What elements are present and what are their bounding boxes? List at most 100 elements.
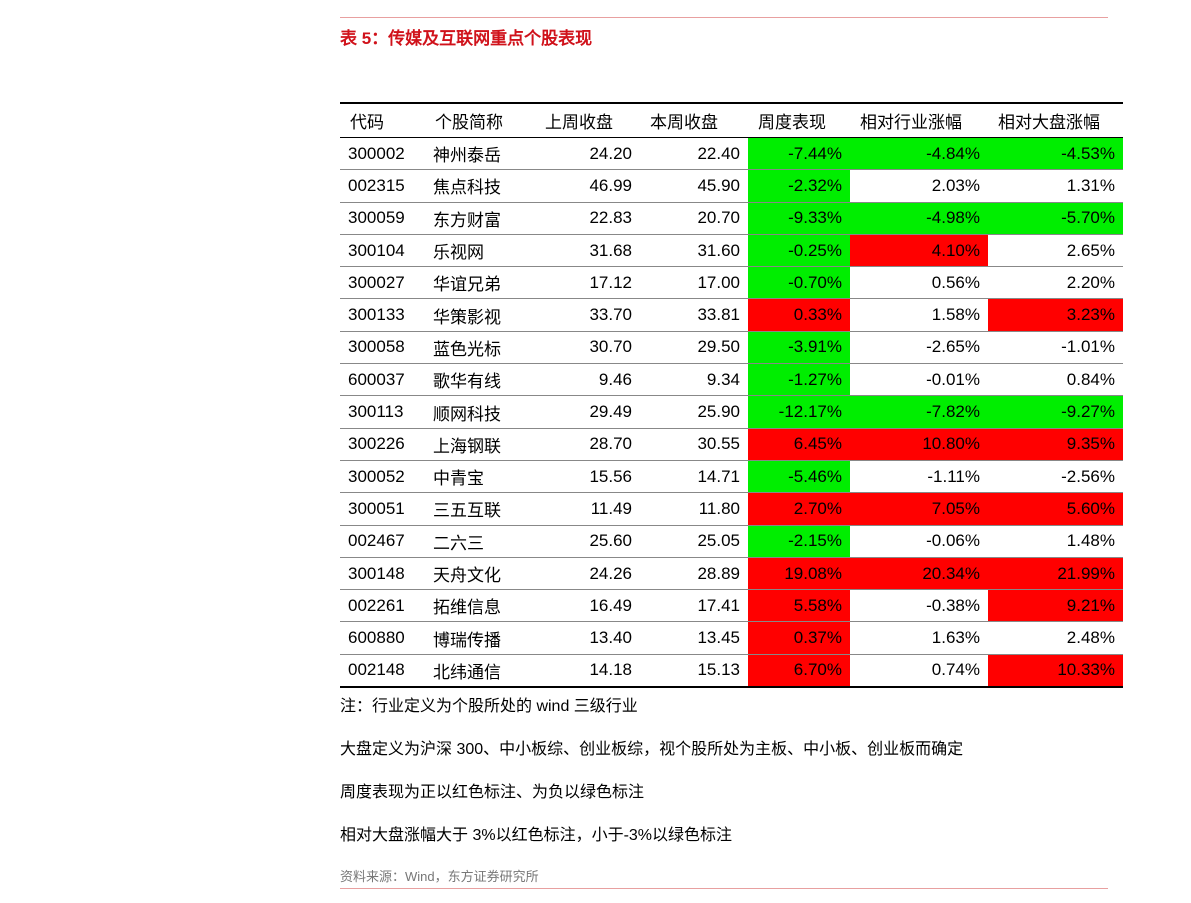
- cell: 14.18: [535, 654, 640, 689]
- header-cell: 上周收盘: [535, 102, 640, 138]
- cell: 11.80: [640, 492, 748, 526]
- cell: -4.84%: [850, 137, 988, 171]
- row: 002261 拓维信息 16.49 17.41 5.58% -0.38% 9.21%: [340, 589, 1123, 623]
- cell: 0.74%: [850, 654, 988, 689]
- cell: 17.12: [535, 266, 640, 300]
- cell: -3.91%: [748, 331, 850, 365]
- cell: 1.58%: [850, 298, 988, 332]
- note: 相对大盘涨幅大于 3%以红色标注，小于-3%以绿色标注: [340, 827, 733, 844]
- cell: 焦点科技: [425, 169, 535, 203]
- cell: 300058: [340, 331, 425, 365]
- bottom-rule: [340, 888, 1108, 889]
- cell: 25.05: [640, 525, 748, 558]
- cell: -7.44%: [748, 137, 850, 171]
- row: 300104 乐视网 31.68 31.60 -0.25% 4.10% 2.65%: [340, 234, 1123, 268]
- row: 600880 博瑞传播 13.40 13.45 0.37% 1.63% 2.48%: [340, 621, 1123, 655]
- table-title: 表 5：传媒及互联网重点个股表现: [340, 29, 593, 48]
- cell: 天舟文化: [425, 557, 535, 591]
- cell: -9.33%: [748, 202, 850, 235]
- header-cell: 本周收盘: [640, 102, 748, 138]
- row: 300052 中青宝 15.56 14.71 -5.46% -1.11% -2.56%: [340, 460, 1123, 494]
- top-rule: [340, 17, 1108, 18]
- cell: 9.34: [640, 363, 748, 397]
- cell: 002148: [340, 654, 425, 689]
- cell: -4.53%: [988, 137, 1123, 171]
- cell: 300104: [340, 234, 425, 268]
- cell: 上海钢联: [425, 428, 535, 461]
- cell: 17.41: [640, 589, 748, 623]
- cell: 25.60: [535, 525, 640, 558]
- cell: 002261: [340, 589, 425, 623]
- cell: 21.99%: [988, 557, 1123, 591]
- source: 资料来源：Wind，东方证券研究所: [340, 869, 539, 884]
- cell: 蓝色光标: [425, 331, 535, 365]
- cell: 002467: [340, 525, 425, 558]
- cell: 0.37%: [748, 621, 850, 655]
- cell: 600037: [340, 363, 425, 397]
- cell: 31.60: [640, 234, 748, 268]
- cell: 17.00: [640, 266, 748, 300]
- cell: 4.10%: [850, 234, 988, 268]
- stock-table: 代码 个股简称 上周收盘 本周收盘 周度表现 相对行业涨幅 相对大盘涨幅 300002 神州泰…: [340, 102, 1123, 689]
- cell: -5.46%: [748, 460, 850, 494]
- cell: 22.40: [640, 137, 748, 171]
- cell: 2.20%: [988, 266, 1123, 300]
- cell: 1.48%: [988, 525, 1123, 558]
- cell: 2.65%: [988, 234, 1123, 268]
- cell: 29.49: [535, 395, 640, 429]
- cell: 13.45: [640, 621, 748, 655]
- row: 300002 神州泰岳 24.20 22.40 -7.44% -4.84% -4.53%: [340, 137, 1123, 171]
- row: 300058 蓝色光标 30.70 29.50 -3.91% -2.65% -1.01%: [340, 331, 1123, 365]
- cell: 31.68: [535, 234, 640, 268]
- cell: -7.82%: [850, 395, 988, 429]
- cell: 2.70%: [748, 492, 850, 526]
- cell: 33.81: [640, 298, 748, 332]
- cell: -0.25%: [748, 234, 850, 268]
- cell: 5.58%: [748, 589, 850, 623]
- cell: 13.40: [535, 621, 640, 655]
- cell: 7.05%: [850, 492, 988, 526]
- cell: 9.35%: [988, 428, 1123, 461]
- cell: 5.60%: [988, 492, 1123, 526]
- cell: -12.17%: [748, 395, 850, 429]
- cell: -1.27%: [748, 363, 850, 397]
- cell: 20.70: [640, 202, 748, 235]
- cell: 300226: [340, 428, 425, 461]
- cell: -9.27%: [988, 395, 1123, 429]
- cell: 顺网科技: [425, 395, 535, 429]
- cell: 300052: [340, 460, 425, 494]
- header-cell: 相对行业涨幅: [850, 102, 988, 138]
- cell: 20.34%: [850, 557, 988, 591]
- cell: 300113: [340, 395, 425, 429]
- cell: 16.49: [535, 589, 640, 623]
- cell: 11.49: [535, 492, 640, 526]
- cell: 29.50: [640, 331, 748, 365]
- cell: -1.01%: [988, 331, 1123, 365]
- note: 注：行业定义为个股所处的 wind 三级行业: [340, 698, 638, 715]
- cell: 二六三: [425, 525, 535, 558]
- cell: 2.48%: [988, 621, 1123, 655]
- cell: 0.56%: [850, 266, 988, 300]
- cell: 22.83: [535, 202, 640, 235]
- cell: -0.70%: [748, 266, 850, 300]
- cell: -0.38%: [850, 589, 988, 623]
- row: 300226 上海钢联 28.70 30.55 6.45% 10.80% 9.35%: [340, 428, 1123, 461]
- cell: 28.70: [535, 428, 640, 461]
- header-cell: 代码: [340, 102, 425, 138]
- row: 002148 北纬通信 14.18 15.13 6.70% 0.74% 10.33%: [340, 654, 1123, 689]
- header-row: 代码 个股简称 上周收盘 本周收盘 周度表现 相对行业涨幅 相对大盘涨幅: [340, 102, 1123, 138]
- cell: 10.33%: [988, 654, 1123, 689]
- cell: 45.90: [640, 169, 748, 203]
- row: 002467 二六三 25.60 25.05 -2.15% -0.06% 1.48%: [340, 525, 1123, 558]
- cell: -0.01%: [850, 363, 988, 397]
- cell: 24.20: [535, 137, 640, 171]
- cell: 19.08%: [748, 557, 850, 591]
- cell: 300051: [340, 492, 425, 526]
- row: 300113 顺网科技 29.49 25.90 -12.17% -7.82% -9.27%: [340, 395, 1123, 429]
- cell: 东方财富: [425, 202, 535, 235]
- row: 002315 焦点科技 46.99 45.90 -2.32% 2.03% 1.31%: [340, 169, 1123, 203]
- cell: 神州泰岳: [425, 137, 535, 171]
- row: 300051 三五互联 11.49 11.80 2.70% 7.05% 5.60%: [340, 492, 1123, 526]
- cell: 9.46: [535, 363, 640, 397]
- row: 300059 东方财富 22.83 20.70 -9.33% -4.98% -5.70%: [340, 202, 1123, 235]
